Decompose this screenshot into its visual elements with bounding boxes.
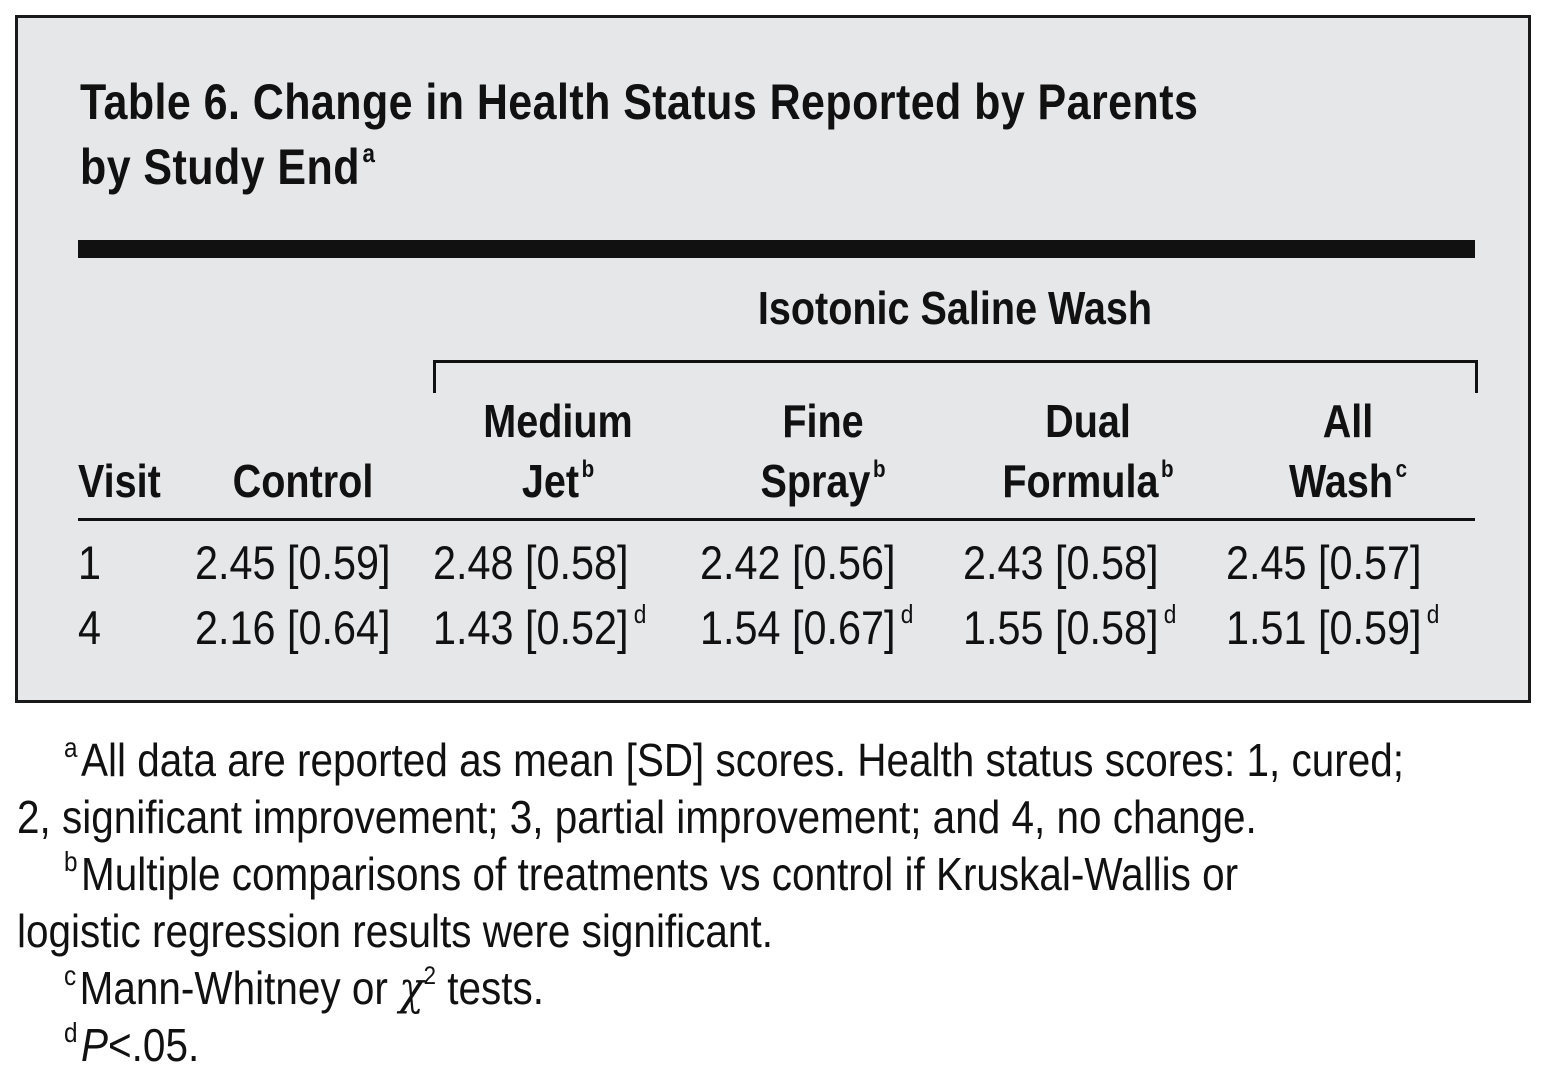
- footnote-a-line-2: 2, significant improvement; 3, partial i…: [17, 791, 1257, 843]
- value-cell-dual-formula: 1.55 [0.58] d: [963, 601, 1177, 654]
- col-header-all-wash-line1: All: [1322, 395, 1374, 447]
- title-line-1: Table 6. Change in Health Status Reporte…: [80, 74, 1199, 130]
- value-cell-medium-jet: 1.43 [0.52] d: [433, 601, 647, 654]
- value-cell-all-wash: 2.45 [0.57]: [1226, 536, 1422, 589]
- significance-marker: d: [633, 601, 647, 630]
- value-cell-dual-formula: 2.43 [0.58]: [963, 536, 1159, 589]
- table-panel: Table 6. Change in Health Status Reporte…: [15, 15, 1531, 703]
- value-cell-medium-jet: 2.48 [0.58]: [433, 536, 629, 589]
- col-header-dual-formula-marker: b: [1161, 455, 1174, 483]
- col-header-visit-label: Visit: [78, 455, 161, 507]
- header-rule: [78, 518, 1475, 521]
- value-cell-fine-spray: 2.42 [0.56]: [700, 536, 896, 589]
- footnote-d-marker: d: [64, 1016, 78, 1048]
- col-header-medium-jet-line2: Jet: [521, 455, 580, 507]
- title-line-2: by Study Enda: [80, 135, 1198, 200]
- group-header: Isotonic Saline Wash: [757, 282, 1153, 334]
- footnote-c-marker: c: [64, 959, 77, 991]
- p-symbol: P: [81, 1019, 109, 1071]
- col-header-visit: Visit: [78, 391, 161, 511]
- col-header-dual-formula-line2: Formula: [1002, 455, 1159, 507]
- footnote-c: cMann-Whitney or χ2 tests.: [64, 959, 545, 1015]
- significance-marker: d: [900, 601, 914, 630]
- col-header-all-wash-marker: c: [1395, 455, 1408, 483]
- footnote-a-line-1: aAll data are reported as mean [SD] scor…: [64, 731, 1405, 786]
- significance-marker: d: [1163, 601, 1177, 630]
- value-cell-all-wash: 1.51 [0.59] d: [1226, 601, 1440, 654]
- visit-cell: 4: [78, 601, 102, 654]
- significance-marker: d: [1426, 601, 1440, 630]
- col-header-dual-formula: Dual Formula b: [981, 391, 1196, 511]
- title-line-2-text: by Study End: [80, 139, 360, 195]
- col-header-control: Control: [217, 391, 389, 511]
- col-header-medium-jet-line1: Medium: [483, 395, 633, 447]
- col-header-medium-jet: Medium Jet b: [455, 391, 661, 511]
- group-bracket: [433, 360, 1478, 393]
- table-title: Table 6. Change in Health Status Reporte…: [80, 70, 1198, 200]
- value-cell-control: 2.16 [0.64]: [195, 601, 391, 654]
- col-header-dual-formula-line1: Dual: [1045, 395, 1131, 447]
- col-header-medium-jet-marker: b: [581, 455, 595, 483]
- footnote-d: dP<.05.: [64, 1016, 200, 1071]
- footnote-b-marker: b: [64, 845, 78, 877]
- visit-cell: 1: [78, 536, 102, 589]
- top-rule: [78, 240, 1475, 258]
- title-footnote-marker: a: [362, 137, 376, 168]
- chi-symbol: χ: [399, 961, 424, 1015]
- col-header-all-wash-line2: Wash: [1288, 455, 1394, 507]
- col-header-control-label: Control: [232, 455, 374, 507]
- footnote-b-line-2: logistic regression results were signifi…: [17, 905, 773, 957]
- chi-superscript: 2: [423, 961, 437, 990]
- col-header-fine-spray-line2: Spray: [760, 455, 871, 507]
- col-header-all-wash: All Wash c: [1245, 391, 1451, 511]
- col-header-fine-spray-marker: b: [872, 455, 886, 483]
- footnote-a-marker: a: [64, 731, 78, 763]
- value-cell-control: 2.45 [0.59]: [195, 536, 391, 589]
- footnote-b-line-1: bMultiple comparisons of treatments vs c…: [64, 845, 1239, 900]
- col-header-fine-spray-line1: Fine: [782, 395, 864, 447]
- value-cell-fine-spray: 1.54 [0.67] d: [700, 601, 914, 654]
- col-header-fine-spray: Fine Spray b: [720, 391, 926, 511]
